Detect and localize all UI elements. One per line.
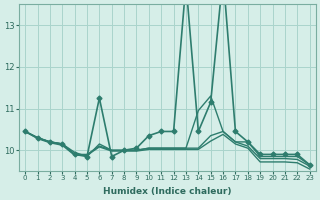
X-axis label: Humidex (Indice chaleur): Humidex (Indice chaleur) bbox=[103, 187, 232, 196]
